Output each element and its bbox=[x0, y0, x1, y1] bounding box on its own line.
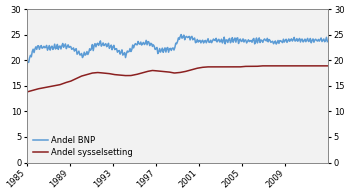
Andel BNP bbox=[179, 33, 183, 36]
Andel BNP bbox=[194, 41, 198, 43]
Andel BNP bbox=[325, 41, 329, 43]
Andel BNP bbox=[275, 42, 279, 44]
Andel sysselsetting bbox=[272, 65, 276, 67]
Andel BNP bbox=[114, 48, 119, 50]
Andel BNP bbox=[28, 54, 33, 57]
Andel sysselsetting bbox=[114, 74, 119, 76]
Line: Andel sysselsetting: Andel sysselsetting bbox=[27, 66, 327, 92]
Andel sysselsetting bbox=[325, 65, 329, 67]
Andel sysselsetting bbox=[28, 90, 33, 92]
Andel sysselsetting bbox=[275, 65, 279, 67]
Line: Andel BNP: Andel BNP bbox=[27, 35, 327, 65]
Andel BNP bbox=[91, 50, 95, 52]
Andel sysselsetting bbox=[91, 72, 95, 74]
Andel sysselsetting bbox=[25, 91, 29, 93]
Andel sysselsetting bbox=[260, 65, 264, 67]
Andel BNP bbox=[25, 64, 29, 66]
Andel sysselsetting bbox=[194, 67, 198, 70]
Andel BNP bbox=[272, 43, 276, 45]
Legend: Andel BNP, Andel sysselsetting: Andel BNP, Andel sysselsetting bbox=[31, 135, 134, 158]
